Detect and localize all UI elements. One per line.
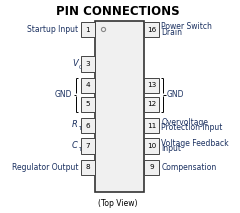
Bar bbox=[95, 21, 144, 192]
Text: V: V bbox=[73, 59, 78, 68]
Text: 11: 11 bbox=[147, 123, 156, 129]
Text: CC: CC bbox=[79, 65, 87, 69]
Text: Power Switch: Power Switch bbox=[161, 22, 212, 31]
Bar bbox=[81, 97, 95, 112]
Bar bbox=[81, 138, 95, 154]
Bar bbox=[144, 22, 159, 37]
Text: GND: GND bbox=[55, 90, 72, 99]
Text: Overvoltage: Overvoltage bbox=[161, 118, 208, 127]
Bar bbox=[81, 22, 95, 37]
Text: (Top View): (Top View) bbox=[98, 199, 137, 208]
Text: 1: 1 bbox=[86, 27, 90, 33]
Text: 4: 4 bbox=[86, 82, 90, 88]
Text: 5: 5 bbox=[86, 101, 90, 107]
Text: Drain: Drain bbox=[161, 28, 182, 37]
Text: 16: 16 bbox=[147, 27, 156, 33]
Text: Protection Input: Protection Input bbox=[161, 123, 223, 132]
Bar bbox=[144, 138, 159, 154]
Bar bbox=[144, 78, 159, 93]
Text: 6: 6 bbox=[86, 123, 90, 129]
Text: Voltage Feedback: Voltage Feedback bbox=[161, 139, 229, 148]
Text: Compensation: Compensation bbox=[161, 163, 216, 172]
Text: 7: 7 bbox=[86, 143, 90, 149]
Bar bbox=[81, 118, 95, 133]
Text: 10: 10 bbox=[147, 143, 156, 149]
Text: C: C bbox=[72, 141, 77, 150]
Text: 13: 13 bbox=[147, 82, 156, 88]
Text: Startup Input: Startup Input bbox=[27, 25, 78, 34]
Bar bbox=[144, 118, 159, 133]
Bar bbox=[144, 97, 159, 112]
Text: 12: 12 bbox=[147, 101, 156, 107]
Text: T: T bbox=[78, 147, 81, 152]
Text: PIN CONNECTIONS: PIN CONNECTIONS bbox=[56, 5, 179, 18]
Text: 3: 3 bbox=[86, 61, 90, 67]
Text: 8: 8 bbox=[86, 164, 90, 170]
Text: Regulator Output: Regulator Output bbox=[12, 163, 78, 172]
Bar bbox=[81, 56, 95, 72]
Bar bbox=[81, 78, 95, 93]
Text: R: R bbox=[72, 120, 77, 129]
Bar bbox=[81, 160, 95, 175]
Bar bbox=[144, 160, 159, 175]
Text: GND: GND bbox=[167, 90, 184, 99]
Text: Input: Input bbox=[161, 144, 181, 153]
Text: T: T bbox=[78, 126, 81, 131]
Text: 9: 9 bbox=[149, 164, 154, 170]
